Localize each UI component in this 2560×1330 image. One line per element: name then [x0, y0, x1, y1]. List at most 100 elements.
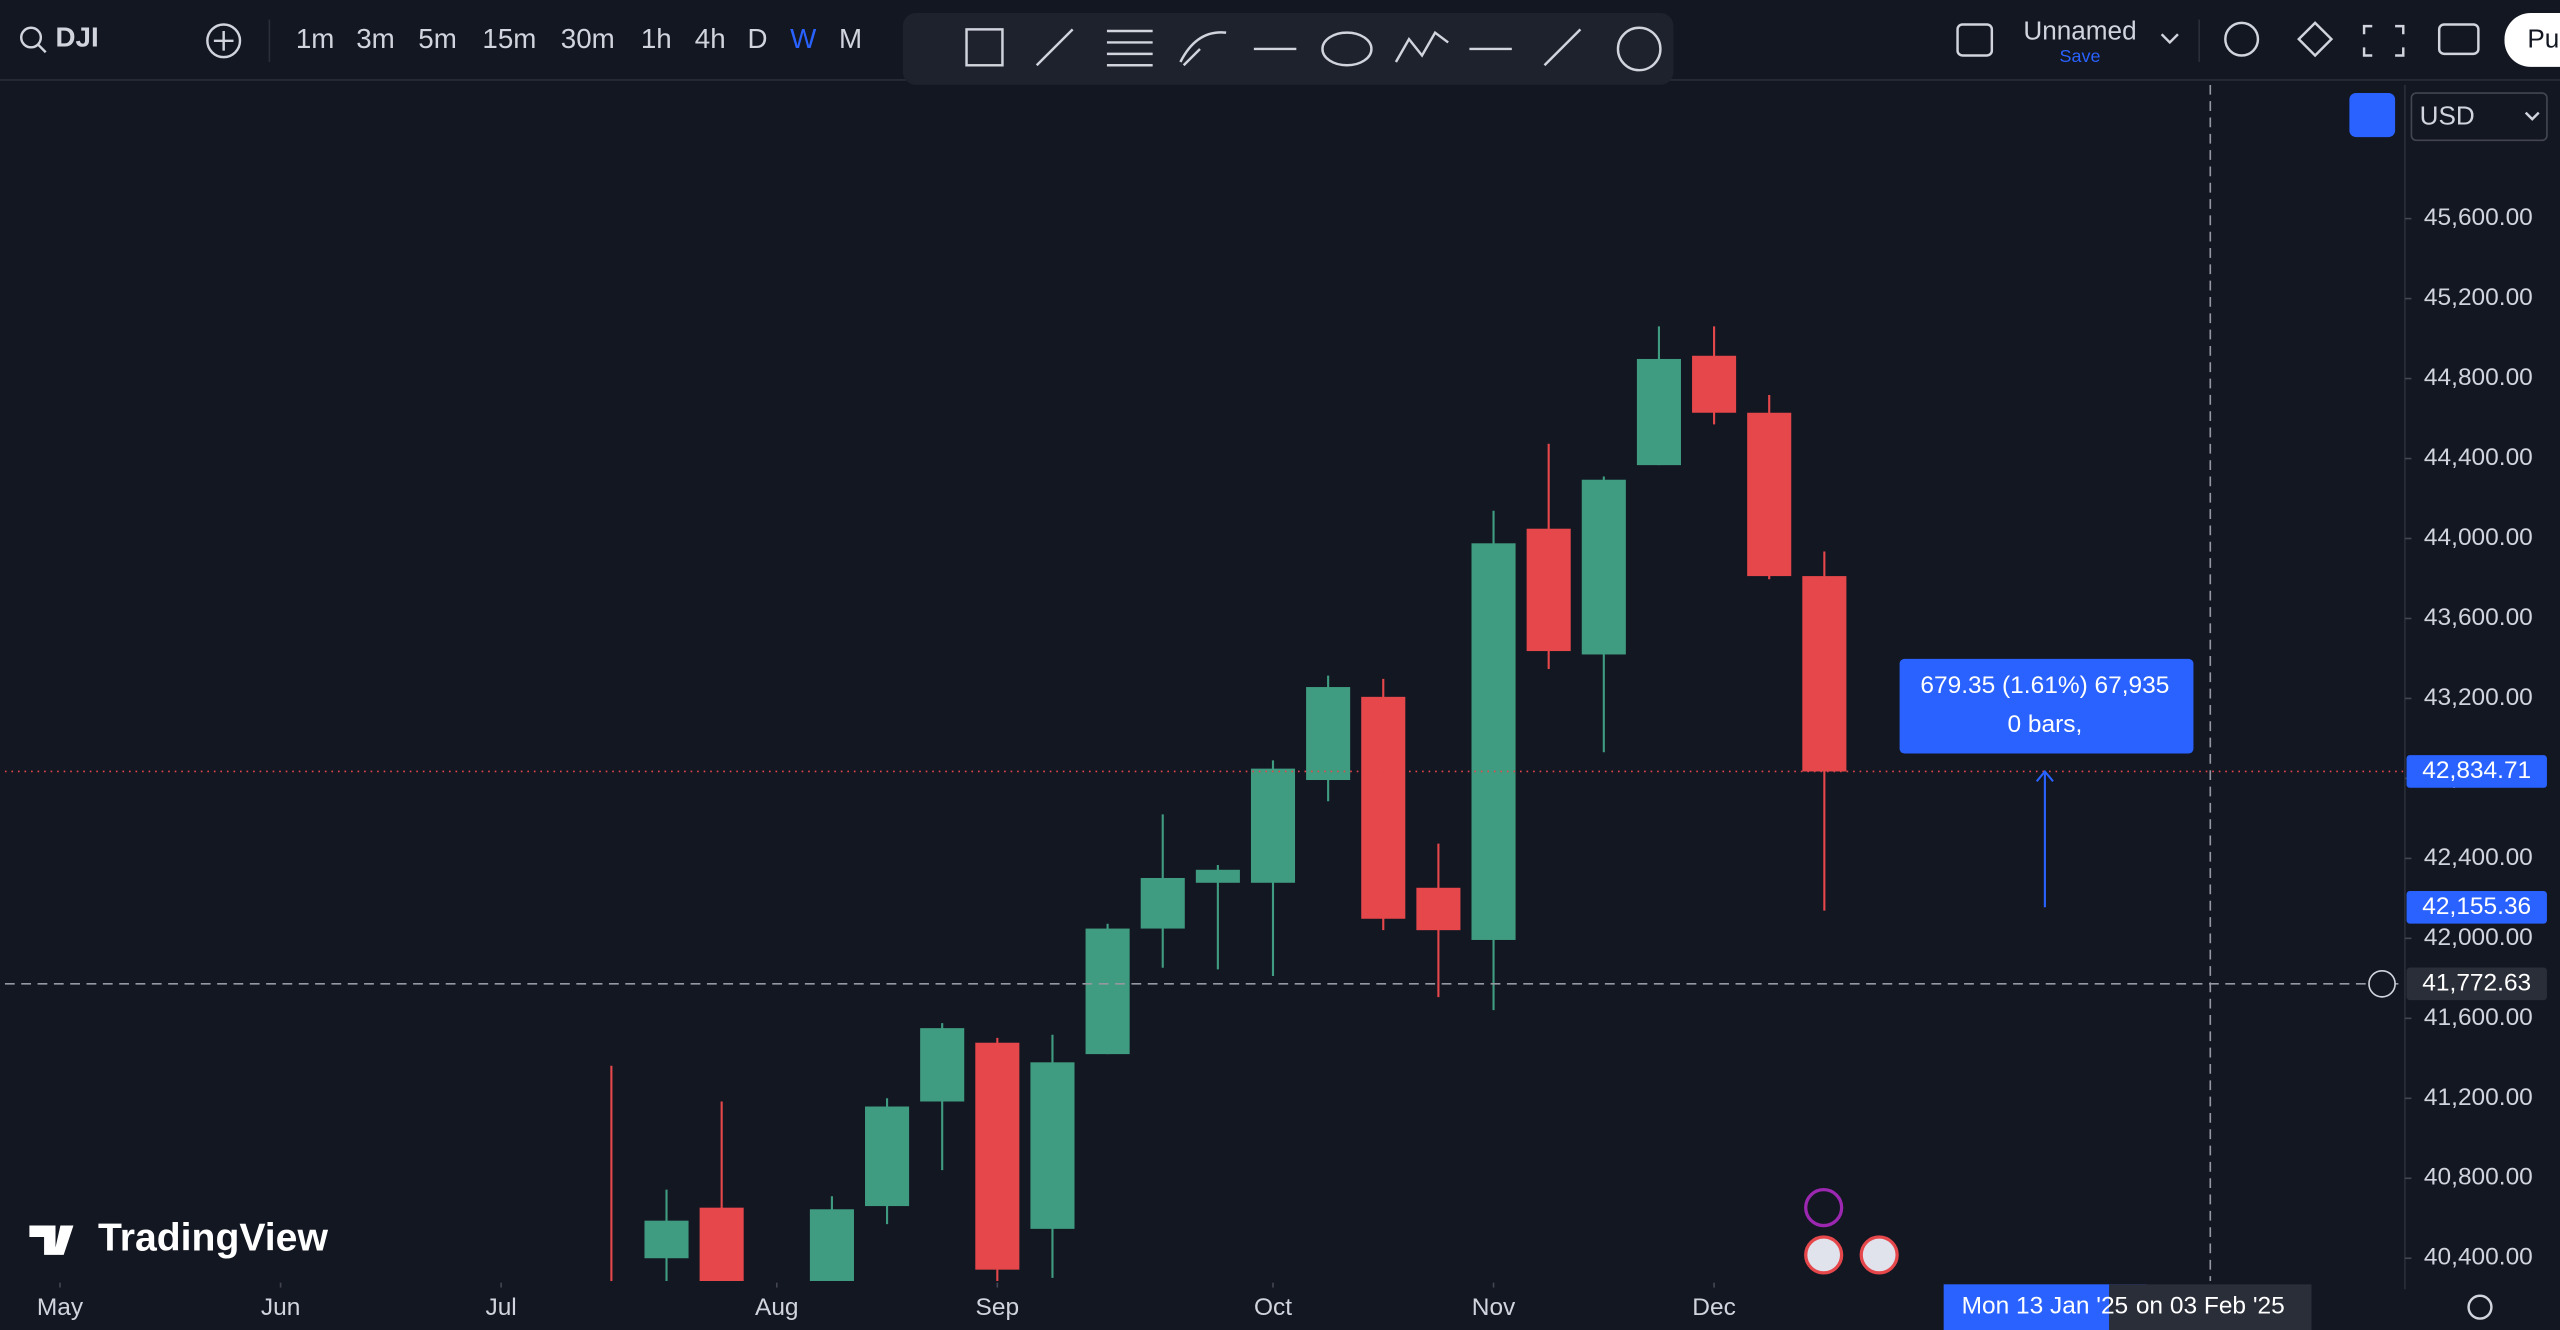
candle-body [1085, 928, 1130, 1055]
y-tick-label: 44,800.00 [2424, 364, 2533, 391]
add-symbol-button[interactable] [206, 23, 242, 59]
interval-button[interactable]: 1h [641, 23, 672, 54]
candle-body [1581, 479, 1626, 655]
measure-box [1899, 658, 2194, 754]
x-tick-label: Sep [976, 1294, 1020, 1321]
candle-body [1802, 576, 1847, 772]
candle-body [1140, 877, 1185, 929]
candle-body [699, 1207, 744, 1282]
price-label-box [2406, 967, 2547, 1001]
axis-labels: 40,400.00 40,800.00 41,200.00 41,600.00 42,0… [37, 204, 2547, 1330]
candle-body [1526, 528, 1571, 652]
measure-text: 679.35 (1.61%) 67,935 [1920, 672, 2169, 699]
settings-icon[interactable] [2297, 21, 2334, 58]
search-icon-handle [36, 43, 47, 54]
candle-body [1030, 1062, 1075, 1229]
candle-body [1747, 412, 1792, 577]
event-icon[interactable] [1804, 1188, 1844, 1228]
x-tick-label: Jun [261, 1294, 300, 1321]
path-tool[interactable] [1543, 28, 1582, 67]
interval-button[interactable]: 3m [356, 23, 395, 54]
layout-name[interactable]: Unnamed [2023, 16, 2136, 46]
y-tick-label: 44,000.00 [2424, 524, 2533, 551]
x-tick-label: Nov [1472, 1294, 1516, 1321]
interval-button[interactable]: M [839, 23, 862, 54]
trend-line-tool[interactable] [1035, 28, 1074, 67]
price-label: 42,834.71 [2422, 757, 2531, 784]
interval-button[interactable]: 4h [695, 23, 726, 54]
date-label: Mon 13 Jan '25 [1962, 1293, 2129, 1320]
candle-body [920, 1028, 965, 1102]
date-label-box [2109, 1284, 2312, 1330]
publish-button[interactable] [2504, 13, 2560, 67]
watermark-text: TradingView [98, 1217, 329, 1260]
layout-checkbox[interactable] [1956, 23, 1994, 57]
x-tick-label: Oct [1254, 1294, 1292, 1321]
currency-select[interactable] [2410, 92, 2548, 142]
auto-scale-button[interactable] [2349, 93, 2396, 138]
watermark: TradingView [29, 1217, 328, 1260]
publish-label[interactable]: Pu [2527, 24, 2559, 54]
date-label: on 03 Feb '25 [2136, 1293, 2285, 1320]
interval-button[interactable]: D [748, 23, 768, 54]
add-icon [213, 31, 234, 51]
y-tick-label: 43,600.00 [2424, 604, 2533, 631]
candle-body [1416, 887, 1461, 931]
candle-body [809, 1209, 854, 1282]
measure-arrow-head [2035, 769, 2054, 782]
y-tick-label: 44,400.00 [2424, 444, 2533, 471]
candle-body [975, 1042, 1020, 1270]
plot-area: 679.35 (1.61%) 67,935 0 bars, [4, 84, 2404, 1282]
more-tools[interactable] [1616, 26, 1662, 72]
layout-menu-chevron[interactable] [2160, 33, 2179, 45]
y-tick-label: 42,000.00 [2424, 924, 2533, 951]
candle-body [1306, 687, 1351, 781]
price-label-box [2406, 890, 2547, 924]
symbol[interactable]: DJI [56, 21, 99, 52]
drawing-tools [965, 26, 1662, 72]
currency[interactable]: USD [2420, 100, 2475, 130]
candle-body [1636, 358, 1681, 466]
interval-button[interactable]: 15m [482, 23, 536, 54]
price-label: 42,155.36 [2422, 893, 2531, 920]
y-tick-label: 40,800.00 [2424, 1164, 2533, 1191]
interval-button[interactable]: 1m [296, 23, 335, 54]
alert-icon[interactable] [2224, 21, 2260, 57]
interval-button[interactable]: 5m [418, 23, 457, 54]
candle-body [865, 1106, 910, 1207]
pattern-tool[interactable] [1394, 30, 1449, 63]
candle-body [1692, 355, 1737, 413]
y-tick-label: 43,200.00 [2424, 684, 2533, 711]
interval-button[interactable]: W [790, 23, 817, 54]
x-tick-label: Dec [1692, 1294, 1736, 1321]
y-tick-label: 45,200.00 [2424, 284, 2533, 311]
screenshot-icon[interactable] [2437, 23, 2480, 56]
watermark-logo [29, 1225, 74, 1255]
event-icon[interactable] [1804, 1235, 1844, 1275]
candle-body [1195, 869, 1240, 883]
ellipse-tool[interactable] [1321, 31, 1373, 67]
search-icon[interactable] [20, 26, 43, 49]
currency-chevron [2524, 111, 2540, 121]
y-tick-label: 41,600.00 [2424, 1004, 2533, 1031]
y-tick-label: 40,400.00 [2424, 1244, 2533, 1271]
y-tick-label: 45,600.00 [2424, 204, 2533, 231]
candle-body [644, 1220, 689, 1259]
rectangle-tool[interactable] [965, 28, 1004, 67]
fib-tool[interactable] [1106, 29, 1153, 67]
axis-settings-icon[interactable] [2467, 1294, 2493, 1320]
x-tick-label: May [37, 1294, 84, 1321]
candle-body [1471, 543, 1516, 940]
x-tick-label: Aug [755, 1294, 799, 1321]
save-label[interactable]: Save [2060, 46, 2101, 66]
candle-body [1250, 768, 1296, 883]
brush-tool[interactable] [1179, 31, 1227, 67]
event-icon[interactable] [1859, 1235, 1899, 1275]
measure-text: 0 bars, [2007, 711, 2082, 738]
interval-button[interactable]: 30m [561, 23, 615, 54]
price-label: 41,772.63 [2422, 969, 2531, 996]
fullscreen-icon[interactable] [2362, 24, 2405, 57]
crosshair-add-button [2368, 969, 2396, 998]
